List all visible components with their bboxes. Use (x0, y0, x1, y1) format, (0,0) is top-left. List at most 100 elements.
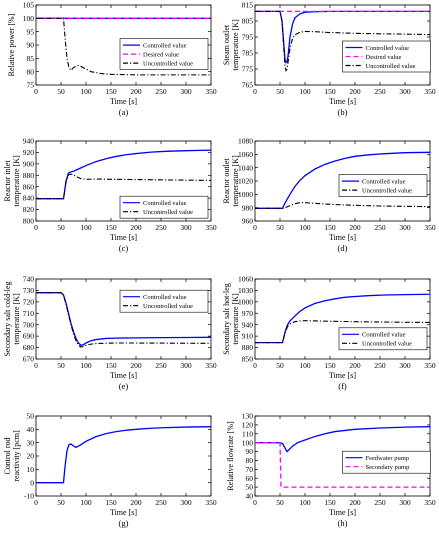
y-tick-label: 970 (242, 309, 254, 318)
y-tick-label: 920 (23, 148, 35, 157)
y-tick-label: 1020 (238, 177, 253, 186)
panel-caption: (d) (338, 243, 348, 253)
x-tick-label: 300 (180, 223, 192, 232)
y-tick-label: 820 (23, 205, 35, 214)
x-tick-label: 200 (349, 223, 361, 232)
legend-entry: Desired value (366, 54, 402, 61)
y-tick-label: 785 (242, 49, 254, 58)
y-tick-label: 50 (246, 483, 254, 492)
x-tick-label: 350 (205, 223, 217, 232)
x-tick-label: 200 (349, 498, 361, 507)
panel-caption: (h) (338, 518, 348, 528)
x-tick-label: 300 (180, 361, 192, 370)
y-tick-label: 0 (30, 478, 34, 487)
x-tick-label: 300 (180, 498, 192, 507)
x-tick-label: 150 (105, 87, 117, 96)
x-axis-label: Time [s] (329, 508, 356, 517)
series-line-3 (255, 10, 431, 73)
x-tick-label: 200 (349, 87, 361, 96)
x-tick-label: 200 (130, 223, 142, 232)
y-tick-label: 980 (242, 203, 254, 212)
series-line-3 (36, 17, 211, 76)
x-tick-label: 350 (205, 498, 217, 507)
y-tick-label: 690 (23, 332, 35, 341)
x-tick-label: 0 (34, 87, 38, 96)
y-tick-label: -10 (24, 492, 34, 501)
y-tick-label: 1080 (238, 137, 253, 146)
x-tick-label: 350 (205, 87, 217, 96)
x-tick-label: 350 (424, 498, 436, 507)
y-tick-label: 50 (27, 412, 35, 421)
legend: Controlled value Uncontrolled value (338, 174, 428, 197)
x-tick-label: 150 (324, 87, 336, 96)
y-tick-label: 710 (23, 309, 35, 318)
series-line-1 (255, 293, 431, 344)
x-tick-label: 100 (299, 361, 311, 370)
y-tick-label: 20 (27, 452, 35, 461)
y-tick-label: 1030 (238, 286, 253, 295)
x-axis-label: Time [s] (110, 371, 137, 380)
legend-entry: Uncontrolled value (362, 341, 412, 348)
x-tick-label: 50 (57, 87, 65, 96)
x-tick-label: 100 (299, 498, 311, 507)
legend-entry: Uncontrolled value (143, 60, 193, 67)
legend-box (338, 327, 428, 351)
y-tick-label: 815 (242, 1, 254, 10)
y-tick-label: 700 (23, 320, 35, 329)
x-tick-label: 250 (155, 498, 167, 507)
y-tick-label: 120 (242, 420, 254, 429)
x-axis-label: Time [s] (110, 233, 137, 242)
chart-panel-1: 0 50 100 150 200 250 300 350 75 80 85 90 95 100 105 Tim… (7, 1, 217, 117)
y-tick-label: 795 (242, 33, 254, 42)
legend-box (119, 195, 209, 219)
legend-entry: Feedwater pump (366, 455, 410, 462)
y-tick-label: 85 (27, 54, 35, 63)
x-tick-label: 0 (253, 498, 257, 507)
legend: Controlled value Desired value Uncontrolle… (342, 40, 431, 73)
y-tick-label: 10 (27, 465, 35, 474)
chart-panel-8: 0 50 100 150 200 250 300 3504050607080901001101… (226, 412, 436, 528)
x-tick-label: 250 (374, 361, 386, 370)
x-tick-label: 200 (349, 361, 361, 370)
legend: Controlled value Uncontrolled value (119, 195, 209, 219)
x-tick-label: 50 (57, 223, 65, 232)
y-tick-label: 800 (23, 217, 35, 226)
y-tick-label: 105 (23, 1, 35, 10)
legend-entry: Controlled value (143, 42, 187, 49)
y-tick-label: 90 (246, 447, 254, 456)
series-line-2 (36, 292, 212, 348)
legend-entry: Uncontrolled value (143, 303, 193, 310)
y-tick-label: 40 (246, 492, 254, 501)
chart-panel-4: 0 50 100 150 200 250 300 350 960 980 1000 1020 1040 1… (222, 137, 436, 253)
x-tick-label: 150 (324, 361, 336, 370)
y-tick-label: 1060 (238, 150, 253, 159)
y-tick-label: 130 (242, 412, 254, 421)
y-tick-label: 70 (246, 465, 254, 474)
x-tick-label: 100 (80, 361, 92, 370)
x-tick-label: 0 (34, 223, 38, 232)
chart-panel-7: 0 50 100 150 200 250 300 350-1001020304050Time … (3, 412, 217, 528)
legend-entry: Uncontrolled value (366, 63, 416, 70)
legend-entry: Controlled value (143, 200, 187, 207)
x-tick-label: 150 (105, 223, 117, 232)
x-tick-label: 250 (374, 223, 386, 232)
y-tick-label: 670 (23, 355, 35, 364)
chart-panel-2: 0 50 100 150 200 250 300 350 765 775 785 795 805 815 T… (222, 1, 436, 117)
y-tick-label: 765 (242, 81, 254, 90)
legend-entry: Uncontrolled value (143, 209, 193, 216)
plot-frame (35, 415, 212, 497)
series-line-1 (255, 426, 431, 453)
x-tick-label: 150 (105, 498, 117, 507)
y-tick-label: 1060 (238, 275, 253, 284)
y-tick-label: 1040 (238, 163, 253, 172)
chart-panel-6: 0 50 100 150 200 250 300 350 850 880 910 940 970 1000… (222, 275, 436, 391)
y-tick-label: 805 (242, 17, 254, 26)
x-tick-label: 50 (276, 498, 284, 507)
y-tick-label: 100 (23, 14, 35, 23)
legend-entry: Controlled value (143, 294, 187, 301)
x-tick-label: 250 (374, 498, 386, 507)
x-tick-label: 0 (253, 87, 257, 96)
y-tick-label: 1000 (238, 297, 253, 306)
y-tick-label: 730 (23, 286, 35, 295)
